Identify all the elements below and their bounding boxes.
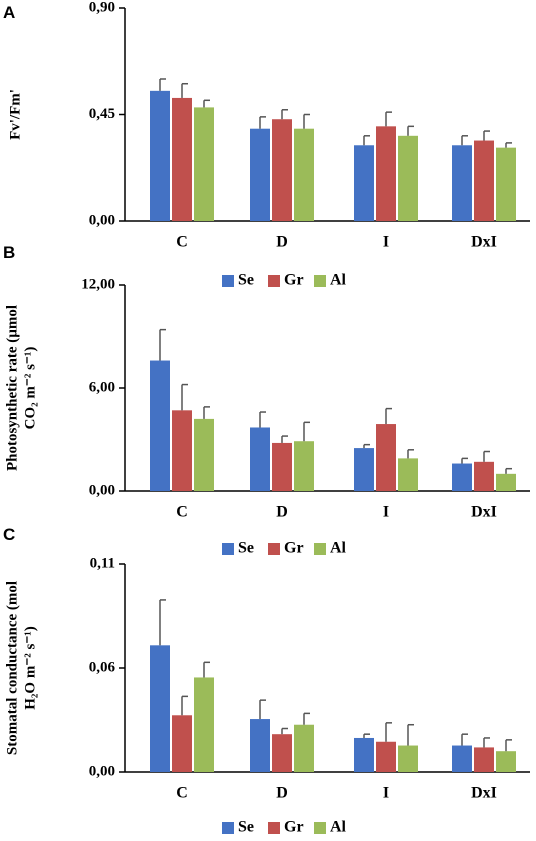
x-tick-label: C [176, 504, 188, 521]
x-tick-label: DxI [471, 785, 497, 802]
bar-gr-dxi [474, 747, 494, 772]
legend-label: Al [330, 540, 347, 557]
legend-swatch [314, 543, 326, 555]
y-tick-label: 0,00 [89, 212, 115, 228]
chart-panel-a: A Fv'/Fm' 0,00 0,45 0,90 C D I DxI Se Gr Al [3, 0, 530, 289]
bar-gr-c [172, 97, 192, 221]
legend-swatch [314, 822, 326, 834]
legend: Se Gr Al [222, 540, 347, 557]
y-axis-label: Photosynthetic rate (µmol [4, 305, 20, 471]
y-tick-label: 0,00 [89, 482, 115, 498]
y-axis-label: CO₂ m⁻² s⁻¹) [22, 347, 38, 430]
bar-se-i [354, 145, 374, 221]
panel-label: C [3, 525, 15, 544]
bar-gr-i [376, 126, 396, 221]
bar-al-i [398, 458, 418, 491]
bar-se-dxi [452, 463, 472, 491]
legend-label: Se [238, 540, 254, 557]
bar-gr-c [172, 410, 192, 491]
y-axis-label: H₂O m⁻² s⁻¹) [22, 626, 38, 710]
bar-al-d [294, 128, 314, 221]
bar-se-d [250, 128, 270, 221]
bar-se-c [150, 645, 170, 772]
y-axis-label: Fv'/Fm' [7, 89, 23, 140]
x-tick-label: C [176, 785, 188, 802]
bar-gr-i [376, 741, 396, 772]
bar-gr-dxi [474, 461, 494, 491]
bar-al-dxi [496, 473, 516, 491]
legend-label: Al [330, 272, 347, 289]
bar-al-i [398, 135, 418, 221]
bar-gr-d [272, 119, 292, 221]
legend: Se Gr Al [222, 819, 347, 836]
bar-gr-dxi [474, 140, 494, 221]
chart-panel-c: C Stomatal conductance (mol H₂O m⁻² s⁻¹) 0,… [3, 525, 530, 836]
chart-panel-b: B Photosynthetic rate (µmol CO₂ m⁻² s⁻¹) 0,… [3, 243, 530, 557]
y-tick-label: 0,90 [89, 0, 115, 15]
legend-label: Se [238, 819, 254, 836]
legend-swatch [268, 822, 280, 834]
y-tick-label: 0,11 [90, 555, 115, 571]
x-tick-label: I [383, 234, 389, 251]
bar-al-c [194, 677, 214, 772]
bar-se-i [354, 737, 374, 772]
bar-se-c [150, 90, 170, 221]
legend-label: Se [238, 272, 254, 289]
panel-label: A [3, 3, 15, 22]
x-tick-label: C [176, 234, 188, 251]
legend-swatch [222, 275, 234, 287]
bar-gr-d [272, 734, 292, 772]
bar-se-d [250, 719, 270, 772]
bar-al-c [194, 107, 214, 221]
bar-al-c [194, 418, 214, 491]
y-tick-label: 0,45 [89, 106, 115, 122]
bar-gr-i [376, 424, 396, 491]
legend-label: Al [330, 819, 347, 836]
legend-swatch [222, 822, 234, 834]
x-tick-label: D [276, 504, 288, 521]
x-tick-label: D [276, 234, 288, 251]
bar-se-c [150, 360, 170, 491]
x-tick-label: I [383, 504, 389, 521]
legend-swatch [268, 543, 280, 555]
bar-al-dxi [496, 751, 516, 772]
legend-label: Gr [284, 819, 304, 836]
x-tick-label: DxI [471, 504, 497, 521]
x-tick-label: D [276, 785, 288, 802]
bar-gr-c [172, 715, 192, 772]
x-tick-label: DxI [471, 234, 497, 251]
bar-gr-d [272, 442, 292, 491]
bar-se-dxi [452, 145, 472, 221]
panel-label: B [3, 243, 15, 262]
bar-al-d [294, 724, 314, 772]
bar-se-i [354, 448, 374, 491]
y-tick-label: 12,00 [81, 276, 115, 292]
bar-se-d [250, 427, 270, 491]
legend-swatch [268, 275, 280, 287]
bar-al-dxi [496, 147, 516, 221]
legend-swatch [314, 275, 326, 287]
y-axis-label: Stomatal conductance (mol [4, 581, 20, 755]
x-tick-label: I [383, 785, 389, 802]
bar-se-dxi [452, 745, 472, 772]
legend-label: Gr [284, 272, 304, 289]
y-tick-label: 0,00 [89, 763, 115, 779]
bar-al-i [398, 745, 418, 772]
legend-swatch [222, 543, 234, 555]
y-tick-label: 6,00 [89, 379, 115, 395]
legend: Se Gr Al [222, 272, 347, 289]
bar-al-d [294, 441, 314, 491]
y-tick-label: 0,06 [89, 659, 116, 675]
legend-label: Gr [284, 540, 304, 557]
